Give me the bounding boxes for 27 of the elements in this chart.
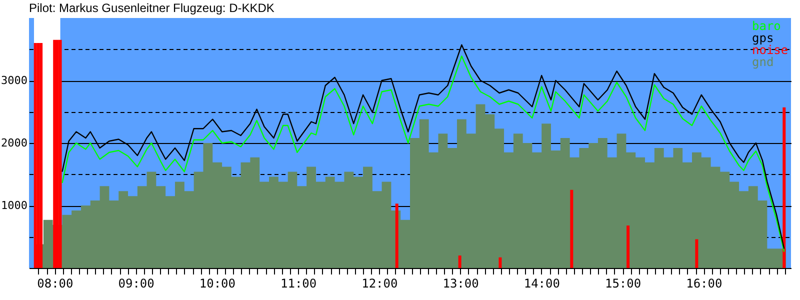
bar: [626, 226, 630, 268]
x-tick-label: 08:00: [37, 276, 74, 290]
bar: [570, 190, 574, 268]
y-tick-label: 1000: [1, 199, 28, 212]
x-tick-label: 14:00: [524, 276, 560, 290]
y-tick-label: 2000: [1, 136, 28, 150]
chart-title: Pilot: Markus Gusenleitner Flugzeug: D-KKDK: [29, 1, 274, 15]
text: noise: [752, 43, 788, 57]
x-tick-label: 13:00: [442, 276, 479, 290]
x-tick-label: 15:00: [604, 276, 642, 290]
x-tick-label: 11:00: [280, 276, 317, 290]
text: gps: [752, 31, 774, 45]
bar: [395, 204, 398, 268]
x-tick-label: 10:00: [199, 276, 236, 290]
y-tick-label: 3000: [1, 74, 28, 87]
bar: [58, 40, 62, 268]
bar: [782, 107, 786, 268]
x-tick-label: 12:00: [362, 276, 398, 290]
bar: [498, 257, 502, 268]
bar: [40, 43, 43, 268]
bar: [458, 256, 462, 268]
x-tick-label: 16:00: [686, 276, 722, 290]
bar: [53, 40, 56, 268]
x-tick-label: 09:00: [118, 276, 154, 290]
text: gnd: [752, 55, 774, 69]
text: baro: [752, 19, 781, 33]
bar: [695, 239, 698, 268]
